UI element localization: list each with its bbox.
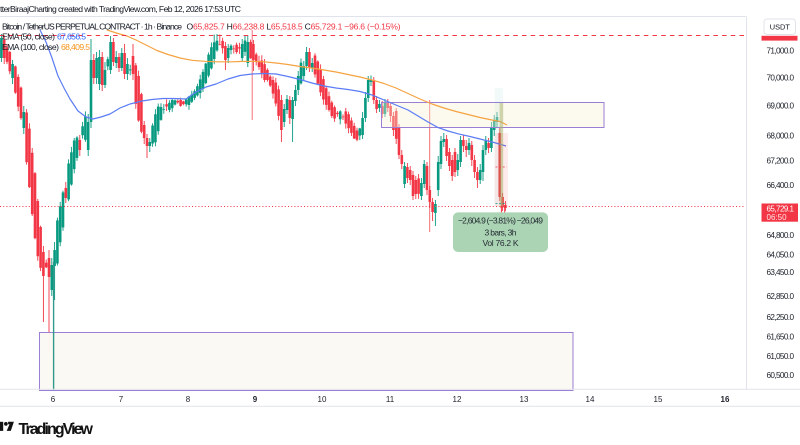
svg-text:3 bars, 3h: 3 bars, 3h bbox=[485, 228, 517, 238]
svg-text:USDT: USDT bbox=[770, 22, 791, 31]
svg-text:68,409.5: 68,409.5 bbox=[61, 42, 90, 52]
svg-text:60,500.0: 60,500.0 bbox=[767, 371, 795, 380]
svg-text:64,050.0: 64,050.0 bbox=[767, 251, 795, 260]
svg-text:−2,604.9 (−3.81%) −26,049: −2,604.9 (−3.81%) −26,049 bbox=[458, 216, 543, 226]
svg-text:6: 6 bbox=[51, 395, 56, 404]
svg-text:Vol 76.2 K: Vol 76.2 K bbox=[483, 238, 519, 248]
svg-text:9: 9 bbox=[253, 395, 258, 404]
svg-text:7: 7 bbox=[119, 395, 124, 404]
svg-text:67,656.5: 67,656.5 bbox=[57, 32, 86, 42]
svg-text:66,400.0: 66,400.0 bbox=[767, 181, 795, 190]
svg-text:70,000.0: 70,000.0 bbox=[767, 73, 795, 82]
svg-text:Bitcoin / TetherUS PERPETUAL C: Bitcoin / TetherUS PERPETUAL CONTRACT · … bbox=[2, 22, 182, 32]
svg-text:O65,825.7 H66,238.8 L65,518.5: O65,825.7 H66,238.8 L65,518.5 C65,729.1 … bbox=[187, 22, 401, 32]
svg-text:15: 15 bbox=[654, 395, 663, 404]
svg-text:67,200.0: 67,200.0 bbox=[767, 156, 795, 165]
svg-text:11: 11 bbox=[386, 395, 395, 404]
svg-text:EMA (50, close): EMA (50, close) bbox=[2, 32, 55, 42]
svg-text:61,650.0: 61,650.0 bbox=[767, 333, 795, 342]
svg-text:12: 12 bbox=[453, 395, 462, 404]
svg-text:14: 14 bbox=[586, 395, 595, 404]
svg-text:8: 8 bbox=[186, 395, 191, 404]
svg-text:tterBiraajCharting created wit: tterBiraajCharting created with TradingV… bbox=[0, 4, 241, 14]
svg-text:16: 16 bbox=[721, 395, 730, 404]
svg-text:65,729.1: 65,729.1 bbox=[767, 204, 795, 213]
svg-text:62,250.0: 62,250.0 bbox=[767, 313, 795, 322]
svg-text:63,450.0: 63,450.0 bbox=[767, 268, 795, 277]
svg-text:62,850.0: 62,850.0 bbox=[767, 292, 795, 301]
svg-text:68,000.0: 68,000.0 bbox=[767, 131, 795, 140]
svg-text:69,000.0: 69,000.0 bbox=[767, 102, 795, 111]
svg-text:EMA (100, close): EMA (100, close) bbox=[2, 42, 59, 52]
svg-text:13: 13 bbox=[520, 395, 529, 404]
svg-text:64,800.0: 64,800.0 bbox=[767, 231, 795, 240]
svg-text:71,000.0: 71,000.0 bbox=[767, 46, 795, 55]
svg-text:61,050.0: 61,050.0 bbox=[767, 352, 795, 361]
svg-text:10: 10 bbox=[318, 395, 327, 404]
svg-text:TradingView: TradingView bbox=[19, 421, 94, 438]
svg-text:06:50: 06:50 bbox=[767, 213, 788, 222]
